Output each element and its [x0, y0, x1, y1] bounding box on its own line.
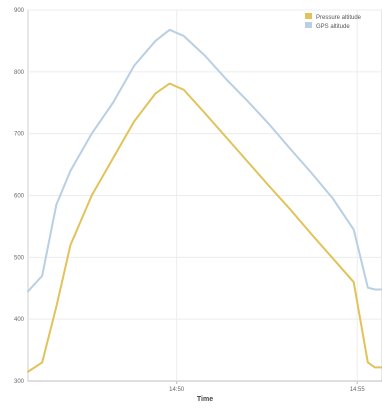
legend-swatch-gps	[305, 22, 312, 28]
tick-layer: 300 400 500 600 700 800 900 14:50 14:55	[14, 8, 365, 393]
series-line-gps-altitude	[27, 28, 382, 293]
series-layer	[27, 28, 382, 373]
series-line-pressure-altitude	[27, 82, 382, 373]
legend-swatch-pressure	[305, 13, 312, 19]
legend-label-pressure: Pressure altitude	[316, 15, 362, 21]
y-tick-label: 300	[14, 379, 25, 385]
legend-label-gps: GPS altitude	[316, 24, 350, 30]
y-tick-label: 900	[14, 8, 25, 14]
y-tick-label: 600	[14, 194, 25, 200]
grid-layer	[28, 9, 382, 382]
y-tick-label: 500	[14, 255, 25, 261]
x-axis-title: Time	[197, 396, 213, 403]
x-tick-label: 14:50	[169, 387, 185, 393]
y-tick-label: 700	[14, 132, 25, 138]
y-tick-label: 800	[14, 70, 25, 76]
legend: Pressure altitude GPS altitude	[305, 13, 362, 30]
x-tick-label: 14:55	[350, 387, 366, 393]
y-tick-label: 400	[14, 317, 25, 323]
